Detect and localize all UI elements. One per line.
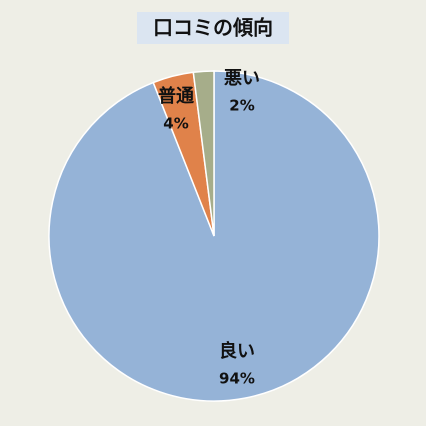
- pie-slice: [192, 70, 215, 237]
- category-label: 悪い: [224, 68, 260, 89]
- category-label: 良い: [219, 340, 255, 362]
- pie: [48, 70, 380, 402]
- value-label: 2%: [229, 97, 254, 115]
- value-label: 4%: [163, 115, 188, 133]
- category-label: 普通: [158, 85, 194, 107]
- title-box: [137, 12, 289, 44]
- value-label: 94%: [219, 370, 255, 388]
- chart-title: 口コミの傾向: [153, 16, 273, 40]
